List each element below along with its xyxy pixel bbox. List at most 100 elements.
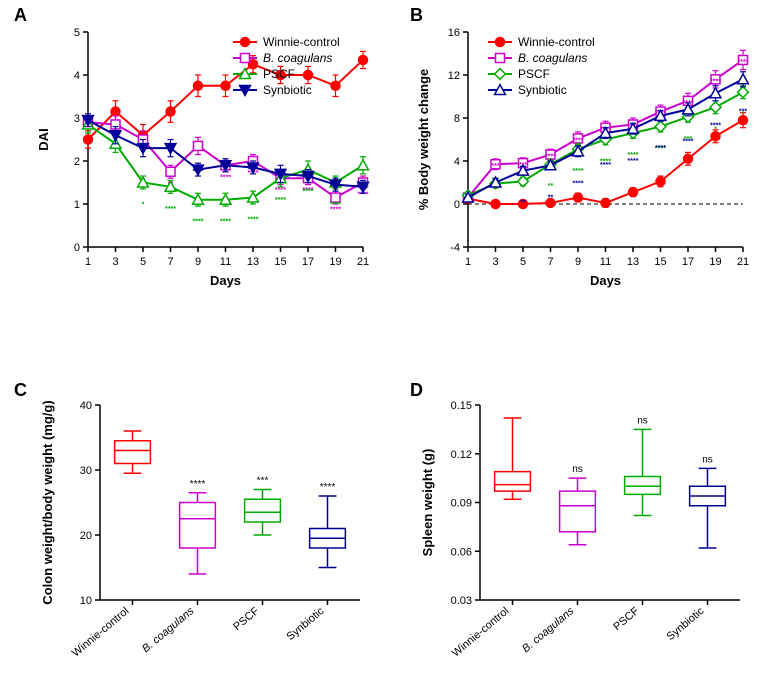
svg-text:Synbiotic: Synbiotic	[518, 83, 567, 97]
svg-text:13: 13	[247, 256, 259, 268]
svg-text:Synbiotic: Synbiotic	[665, 605, 707, 643]
svg-text:0.12: 0.12	[451, 449, 472, 461]
svg-text:****: ****	[220, 174, 231, 181]
panel-c-chart: 10203040Colon weight/body weight (mg/g)W…	[30, 395, 390, 680]
svg-text:PSCF: PSCF	[518, 67, 550, 81]
svg-text:2: 2	[74, 156, 80, 168]
svg-text:% Body weight change: % Body weight change	[416, 69, 431, 211]
svg-text:15: 15	[654, 256, 666, 268]
svg-text:13: 13	[627, 256, 639, 268]
svg-text:****: ****	[738, 59, 749, 66]
svg-text:***: ***	[359, 186, 367, 193]
svg-text:3: 3	[492, 256, 498, 268]
svg-text:****: ****	[628, 158, 639, 165]
svg-text:Winnie-control: Winnie-control	[70, 605, 132, 659]
svg-text:***: ***	[739, 108, 747, 115]
svg-text:****: ****	[710, 78, 721, 85]
svg-text:PSCF: PSCF	[611, 605, 641, 633]
svg-text:0.09: 0.09	[451, 498, 472, 510]
svg-text:****: ****	[303, 189, 314, 196]
svg-text:****: ****	[193, 169, 204, 176]
svg-text:3: 3	[112, 256, 118, 268]
svg-text:****: ****	[710, 122, 721, 129]
svg-text:15: 15	[274, 256, 286, 268]
svg-text:7: 7	[547, 256, 553, 268]
svg-text:****: ****	[600, 162, 611, 169]
svg-text:9: 9	[575, 256, 581, 268]
svg-text:****: ****	[330, 184, 341, 191]
svg-text:****: ****	[193, 219, 204, 226]
svg-text:****: ****	[275, 197, 286, 204]
svg-text:16: 16	[448, 27, 460, 39]
svg-text:Colon weight/body weight (mg/g: Colon weight/body weight (mg/g)	[40, 400, 55, 604]
svg-text:****: ****	[303, 175, 314, 182]
svg-text:21: 21	[357, 256, 369, 268]
svg-text:PSCF: PSCF	[231, 605, 261, 633]
panel-b-chart: -4048121613579111315171921Days% Body wei…	[410, 20, 770, 315]
svg-text:0: 0	[74, 242, 80, 254]
svg-text:19: 19	[329, 256, 341, 268]
svg-text:5: 5	[520, 256, 526, 268]
svg-text:ns: ns	[572, 464, 583, 475]
svg-text:B. coagulans: B. coagulans	[520, 605, 577, 655]
svg-text:17: 17	[302, 256, 314, 268]
svg-text:****: ****	[275, 173, 286, 180]
panel-a-chart: 01234513579111315171921DaysDAI**********…	[30, 20, 390, 315]
svg-text:19: 19	[709, 256, 721, 268]
panel-label-c: C	[14, 380, 27, 401]
svg-text:7: 7	[167, 256, 173, 268]
panel-d-chart: 0.030.060.090.120.15Spleen weight (g)Win…	[410, 395, 770, 680]
svg-text:Synbiotic: Synbiotic	[263, 83, 312, 97]
svg-text:Days: Days	[590, 273, 621, 288]
svg-text:0.15: 0.15	[451, 400, 472, 412]
svg-text:1: 1	[85, 256, 91, 268]
svg-text:B. coagulans: B. coagulans	[518, 51, 587, 65]
svg-text:20: 20	[80, 530, 92, 542]
svg-text:****: ****	[190, 479, 206, 490]
svg-text:****: ****	[248, 166, 259, 173]
svg-text:10: 10	[80, 595, 92, 607]
svg-text:0: 0	[454, 199, 460, 211]
svg-text:21: 21	[737, 256, 749, 268]
svg-text:**: **	[520, 200, 526, 207]
svg-text:***: ***	[257, 476, 269, 487]
svg-text:****: ****	[573, 168, 584, 175]
svg-text:**: **	[548, 183, 554, 190]
svg-text:4: 4	[74, 70, 80, 82]
svg-text:3: 3	[74, 113, 80, 125]
svg-text:9: 9	[195, 256, 201, 268]
svg-text:****: ****	[573, 180, 584, 187]
svg-text:5: 5	[74, 27, 80, 39]
svg-text:Spleen weight (g): Spleen weight (g)	[420, 449, 435, 557]
svg-text:****: ****	[655, 145, 666, 152]
svg-text:B. coagulans: B. coagulans	[263, 51, 332, 65]
svg-text:1: 1	[74, 199, 80, 211]
svg-text:5: 5	[140, 256, 146, 268]
svg-text:****: ****	[220, 219, 231, 226]
svg-text:****: ****	[320, 482, 336, 493]
svg-text:****: ****	[330, 202, 341, 209]
svg-text:Synbiotic: Synbiotic	[285, 605, 327, 643]
svg-text:Winnie-control: Winnie-control	[263, 35, 340, 49]
svg-text:Days: Days	[210, 273, 241, 288]
svg-text:17: 17	[682, 256, 694, 268]
svg-text:**: **	[548, 194, 554, 201]
svg-text:ns: ns	[637, 415, 648, 426]
svg-text:-4: -4	[450, 242, 460, 254]
svg-text:B. coagulans: B. coagulans	[140, 605, 197, 655]
figure: A B C D 01234513579111315171921DaysDAI**…	[0, 0, 780, 684]
svg-text:11: 11	[220, 256, 231, 268]
svg-text:ns: ns	[702, 454, 713, 465]
panel-label-a: A	[14, 5, 27, 26]
svg-text:****: ****	[220, 164, 231, 171]
svg-text:Winnie-control: Winnie-control	[450, 605, 512, 659]
svg-text:****: ****	[275, 187, 286, 194]
svg-text:4: 4	[454, 156, 460, 168]
svg-text:0.03: 0.03	[451, 595, 472, 607]
svg-text:30: 30	[80, 465, 92, 477]
svg-text:****: ****	[248, 217, 259, 224]
svg-text:***: ***	[491, 163, 499, 170]
svg-text:1: 1	[465, 256, 471, 268]
svg-text:Winnie-control: Winnie-control	[518, 35, 595, 49]
svg-text:12: 12	[448, 70, 460, 82]
